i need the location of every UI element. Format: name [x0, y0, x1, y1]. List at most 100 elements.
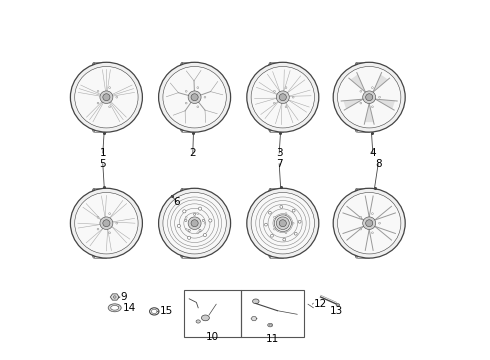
Ellipse shape: [360, 228, 362, 230]
Ellipse shape: [197, 213, 199, 215]
Text: 11: 11: [266, 334, 279, 344]
Ellipse shape: [108, 304, 121, 312]
Ellipse shape: [188, 91, 201, 103]
Ellipse shape: [116, 96, 118, 98]
Ellipse shape: [185, 228, 187, 230]
Ellipse shape: [292, 222, 294, 224]
Ellipse shape: [279, 220, 286, 227]
Ellipse shape: [204, 222, 206, 224]
Polygon shape: [343, 99, 363, 109]
Ellipse shape: [336, 304, 340, 306]
Ellipse shape: [283, 238, 286, 241]
Ellipse shape: [276, 217, 289, 229]
Ellipse shape: [71, 188, 143, 258]
Ellipse shape: [194, 213, 196, 215]
Text: 1: 1: [99, 148, 106, 158]
Ellipse shape: [188, 229, 190, 231]
Ellipse shape: [202, 219, 204, 221]
Ellipse shape: [363, 217, 376, 229]
Ellipse shape: [163, 67, 226, 128]
Polygon shape: [350, 75, 366, 92]
Ellipse shape: [371, 106, 373, 108]
Ellipse shape: [159, 62, 231, 132]
Text: 10: 10: [206, 332, 219, 342]
Ellipse shape: [379, 96, 380, 98]
Text: 5: 5: [99, 159, 106, 169]
Ellipse shape: [268, 323, 273, 327]
Ellipse shape: [279, 94, 286, 101]
Ellipse shape: [191, 94, 198, 101]
Ellipse shape: [97, 102, 99, 104]
Text: 2: 2: [190, 148, 196, 158]
Text: 4: 4: [369, 148, 376, 158]
Ellipse shape: [269, 324, 271, 326]
Text: 14: 14: [122, 303, 136, 313]
Ellipse shape: [252, 299, 259, 304]
Ellipse shape: [103, 220, 110, 227]
Ellipse shape: [197, 87, 199, 89]
Bar: [184, 290, 242, 337]
Ellipse shape: [363, 91, 376, 103]
Ellipse shape: [247, 188, 319, 258]
Ellipse shape: [188, 236, 191, 239]
Text: 7: 7: [276, 159, 283, 169]
Ellipse shape: [209, 219, 212, 222]
Ellipse shape: [333, 188, 405, 258]
Ellipse shape: [338, 67, 401, 128]
Ellipse shape: [285, 106, 287, 108]
Ellipse shape: [199, 229, 201, 231]
Ellipse shape: [196, 320, 200, 323]
Ellipse shape: [251, 193, 315, 254]
Ellipse shape: [159, 188, 231, 258]
Ellipse shape: [270, 234, 273, 237]
Ellipse shape: [379, 222, 380, 224]
Ellipse shape: [285, 213, 287, 215]
Ellipse shape: [371, 232, 373, 234]
Ellipse shape: [109, 106, 111, 108]
Ellipse shape: [185, 90, 187, 92]
Ellipse shape: [97, 228, 99, 230]
Polygon shape: [373, 75, 388, 92]
Ellipse shape: [371, 87, 373, 89]
Ellipse shape: [366, 94, 373, 101]
Text: 3: 3: [276, 148, 283, 158]
Text: 6: 6: [173, 197, 180, 207]
Ellipse shape: [251, 67, 315, 128]
Ellipse shape: [360, 216, 362, 218]
Ellipse shape: [185, 219, 187, 221]
Ellipse shape: [97, 90, 99, 92]
Text: 15: 15: [159, 306, 172, 316]
Ellipse shape: [273, 102, 275, 104]
Ellipse shape: [185, 102, 187, 104]
Ellipse shape: [366, 220, 373, 227]
Text: 9: 9: [121, 292, 127, 302]
Ellipse shape: [185, 216, 187, 218]
Ellipse shape: [201, 315, 209, 321]
Ellipse shape: [269, 211, 271, 214]
Ellipse shape: [273, 216, 275, 218]
Ellipse shape: [298, 220, 301, 223]
Ellipse shape: [371, 213, 373, 215]
Ellipse shape: [188, 217, 201, 229]
Ellipse shape: [177, 224, 180, 228]
Polygon shape: [110, 294, 119, 300]
Ellipse shape: [111, 305, 119, 310]
Ellipse shape: [285, 232, 287, 234]
Ellipse shape: [103, 94, 110, 101]
Ellipse shape: [74, 193, 138, 254]
Ellipse shape: [116, 222, 118, 224]
Polygon shape: [251, 317, 257, 320]
Ellipse shape: [109, 213, 111, 215]
Ellipse shape: [276, 91, 289, 103]
Ellipse shape: [273, 228, 275, 230]
Ellipse shape: [280, 206, 283, 208]
Ellipse shape: [292, 209, 295, 212]
Ellipse shape: [265, 223, 268, 226]
Ellipse shape: [197, 106, 199, 108]
Ellipse shape: [74, 67, 138, 128]
Ellipse shape: [197, 232, 199, 234]
Ellipse shape: [204, 96, 206, 98]
Ellipse shape: [191, 220, 198, 227]
Ellipse shape: [100, 91, 113, 103]
Ellipse shape: [198, 207, 202, 210]
